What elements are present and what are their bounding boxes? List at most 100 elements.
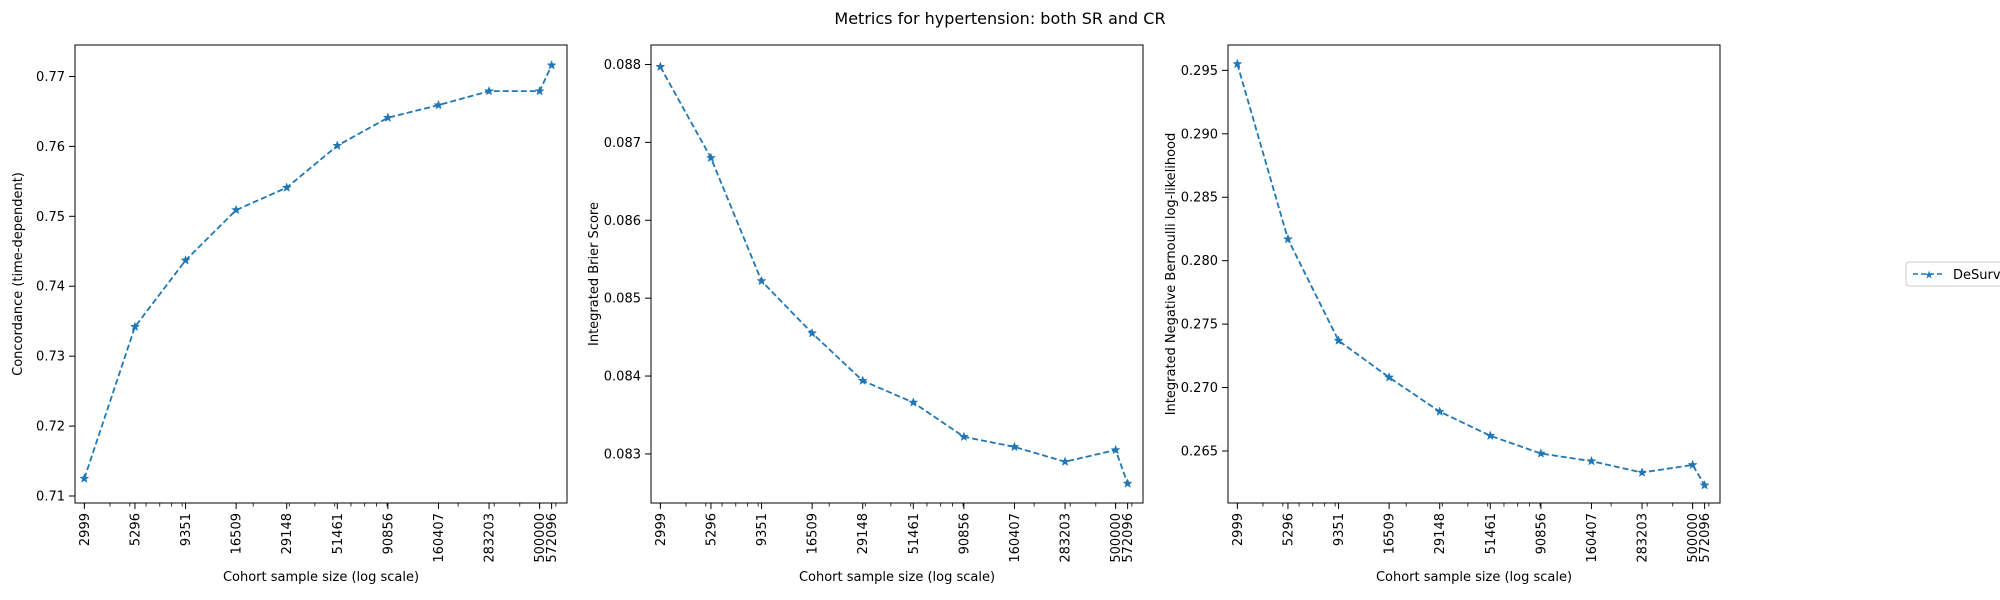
minor-ticks [83, 503, 557, 507]
data-point [908, 397, 919, 407]
x-tick-label: 5296 [704, 513, 719, 546]
y-tick-label: 0.087 [604, 136, 641, 151]
chart-panel-3: 2999 5296 9351 16509 29148 51461 90856 160407 28… [1164, 44, 1721, 585]
x-tick-label: 160407 [1008, 513, 1023, 563]
data-point [1485, 430, 1496, 441]
y-tick-label: 0.290 [1181, 127, 1218, 142]
axes-frame [650, 44, 1144, 504]
data-point [756, 275, 767, 286]
data-point [1282, 233, 1294, 244]
data-point [807, 327, 818, 338]
x-tick-label: 51461 [1484, 513, 1499, 554]
data-point [1009, 441, 1020, 452]
x-tick-label: 90856 [381, 513, 396, 554]
y-tick-label: 0.71 [36, 490, 65, 505]
data-point [1687, 459, 1698, 470]
y-tick-label: 0.270 [1181, 381, 1218, 396]
y-tick-label: 0.76 [36, 140, 65, 155]
data-point [281, 182, 292, 192]
x-tick-label: 16509 [230, 513, 245, 554]
data-point [231, 204, 242, 215]
x-tick-label: 51461 [331, 513, 346, 554]
y-tick-label: 0.083 [604, 447, 641, 462]
data-point [1434, 406, 1445, 416]
x-tick-label: 90856 [1534, 513, 1549, 554]
y-tick-label: 0.085 [604, 292, 641, 307]
x-tick-label: 500000 [1686, 513, 1701, 563]
axes-frame [1227, 44, 1721, 504]
x-tick-label: 5296 [1281, 513, 1296, 546]
data-point [857, 375, 868, 386]
data-point [1232, 58, 1243, 69]
data-point [1110, 444, 1121, 455]
x-tick-label: 283203 [1636, 513, 1651, 563]
y-axis-label: Integrated Negative Bernoulli log-likeli… [1164, 133, 1179, 416]
x-tick-label: 29148 [856, 513, 871, 554]
figure-title: Metrics for hypertension: both SR and CR [834, 9, 1165, 28]
x-tick-label: 500000 [533, 513, 548, 563]
x-tick-label: 283203 [1059, 513, 1074, 563]
data-point [180, 255, 191, 265]
data-point [79, 473, 90, 483]
x-tick-label: 16509 [1383, 513, 1398, 554]
chart-panel-2: 2999 5296 9351 16509 29148 51461 90856 160407 28… [587, 44, 1144, 585]
legend-frame [1905, 261, 2000, 287]
x-tick-label: 2999 [654, 513, 669, 546]
y-axis-label: Integrated Brier Score [587, 202, 602, 346]
y-tick-label: 0.73 [36, 350, 65, 365]
minor-ticks [1236, 503, 1710, 507]
legend-star-marker: ★ [1924, 269, 1934, 282]
data-point [1333, 335, 1344, 345]
y-tick-label: 0.084 [604, 370, 641, 385]
data-point [1059, 456, 1071, 467]
x-tick-label: 5296 [128, 513, 143, 546]
data-point [705, 152, 717, 163]
axes-frame [74, 44, 568, 504]
x-axis-label: Cohort sample size (log scale) [223, 570, 419, 585]
x-tick-label: 9351 [179, 513, 194, 546]
x-tick-label: 160407 [1585, 513, 1600, 563]
series-line-desurv [659, 66, 1129, 484]
data-point [958, 431, 969, 442]
x-tick-label: 500000 [1109, 513, 1124, 563]
y-tick-label: 0.74 [36, 280, 65, 295]
x-axis-label: Cohort sample size (log scale) [799, 570, 995, 585]
x-tick-label: 283203 [483, 513, 498, 563]
chart-panels: 2999 5296 9351 16509 29148 51461 90856 160407 28… [11, 44, 1721, 585]
data-point [1535, 448, 1546, 458]
x-tick-label: 572096 [545, 513, 560, 563]
x-tick-label: 572096 [1121, 513, 1136, 563]
y-tick-label: 0.280 [1181, 254, 1218, 269]
data-point [534, 85, 545, 96]
x-tick-label: 29148 [280, 513, 295, 554]
y-tick-label: 0.77 [36, 70, 65, 85]
chart-panel-1: 2999 5296 9351 16509 29148 51461 90856 160407 28… [11, 44, 568, 585]
y-tick-label: 0.285 [1181, 191, 1218, 206]
data-point [382, 112, 393, 123]
x-tick-label: 9351 [755, 513, 770, 546]
y-tick-label: 0.75 [36, 210, 65, 225]
x-tick-label: 90856 [957, 513, 972, 554]
x-tick-label: 9351 [1332, 513, 1347, 546]
y-tick-label: 0.275 [1181, 318, 1218, 333]
data-point [483, 85, 495, 96]
x-tick-label: 160407 [432, 513, 447, 563]
data-point [1636, 467, 1648, 477]
x-tick-label: 51461 [907, 513, 922, 554]
x-tick-label: 2999 [78, 513, 93, 546]
data-point [129, 321, 141, 332]
x-tick-label: 29148 [1433, 513, 1448, 554]
legend: ★ DeSurv [1905, 261, 2000, 287]
data-point [1586, 455, 1597, 466]
data-point [546, 59, 557, 70]
legend-entry-desurv: DeSurv [1953, 268, 2000, 283]
y-tick-label: 0.088 [604, 58, 641, 73]
series-line-desurv [83, 64, 553, 479]
data-point [1384, 372, 1395, 382]
data-point [1699, 479, 1710, 490]
y-tick-label: 0.72 [36, 420, 65, 435]
data-point [655, 61, 666, 72]
y-tick-label: 0.295 [1181, 64, 1218, 79]
y-tick-label: 0.086 [604, 214, 641, 229]
